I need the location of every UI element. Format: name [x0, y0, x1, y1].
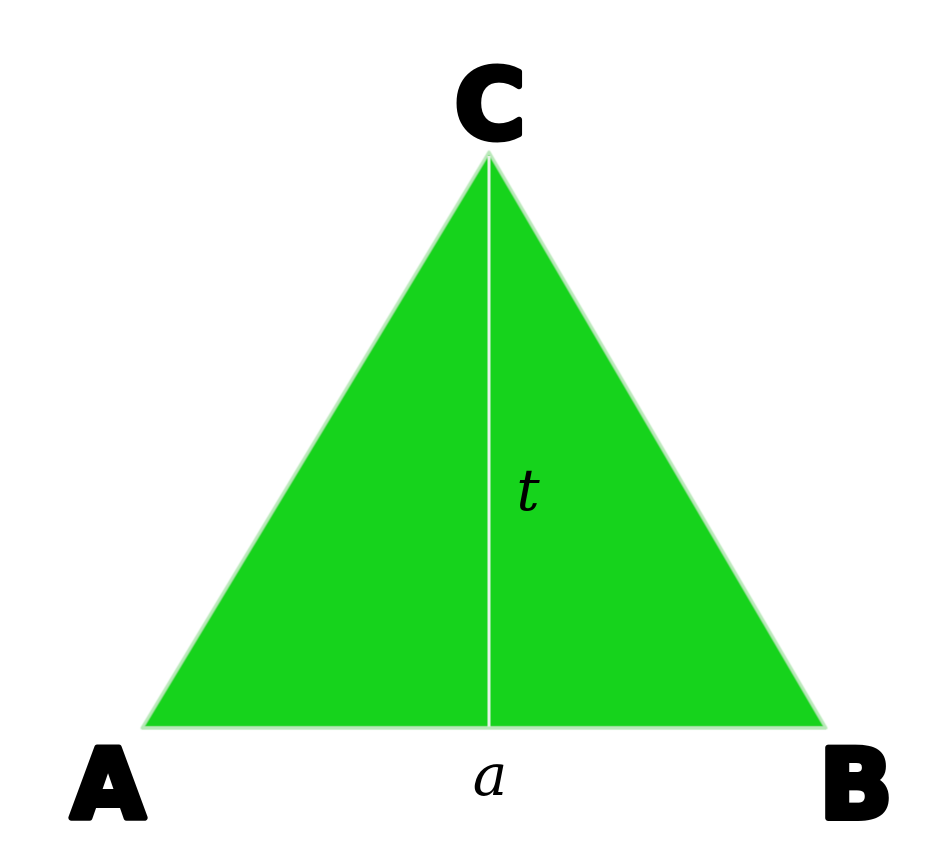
height-label: t	[516, 456, 540, 524]
triangle-abc	[140, 150, 828, 730]
vertex-label-a: A	[71, 729, 145, 841]
vertex-label-b: B	[819, 729, 892, 841]
base-label: a	[473, 741, 508, 809]
vertex-label-c: C	[455, 49, 525, 161]
